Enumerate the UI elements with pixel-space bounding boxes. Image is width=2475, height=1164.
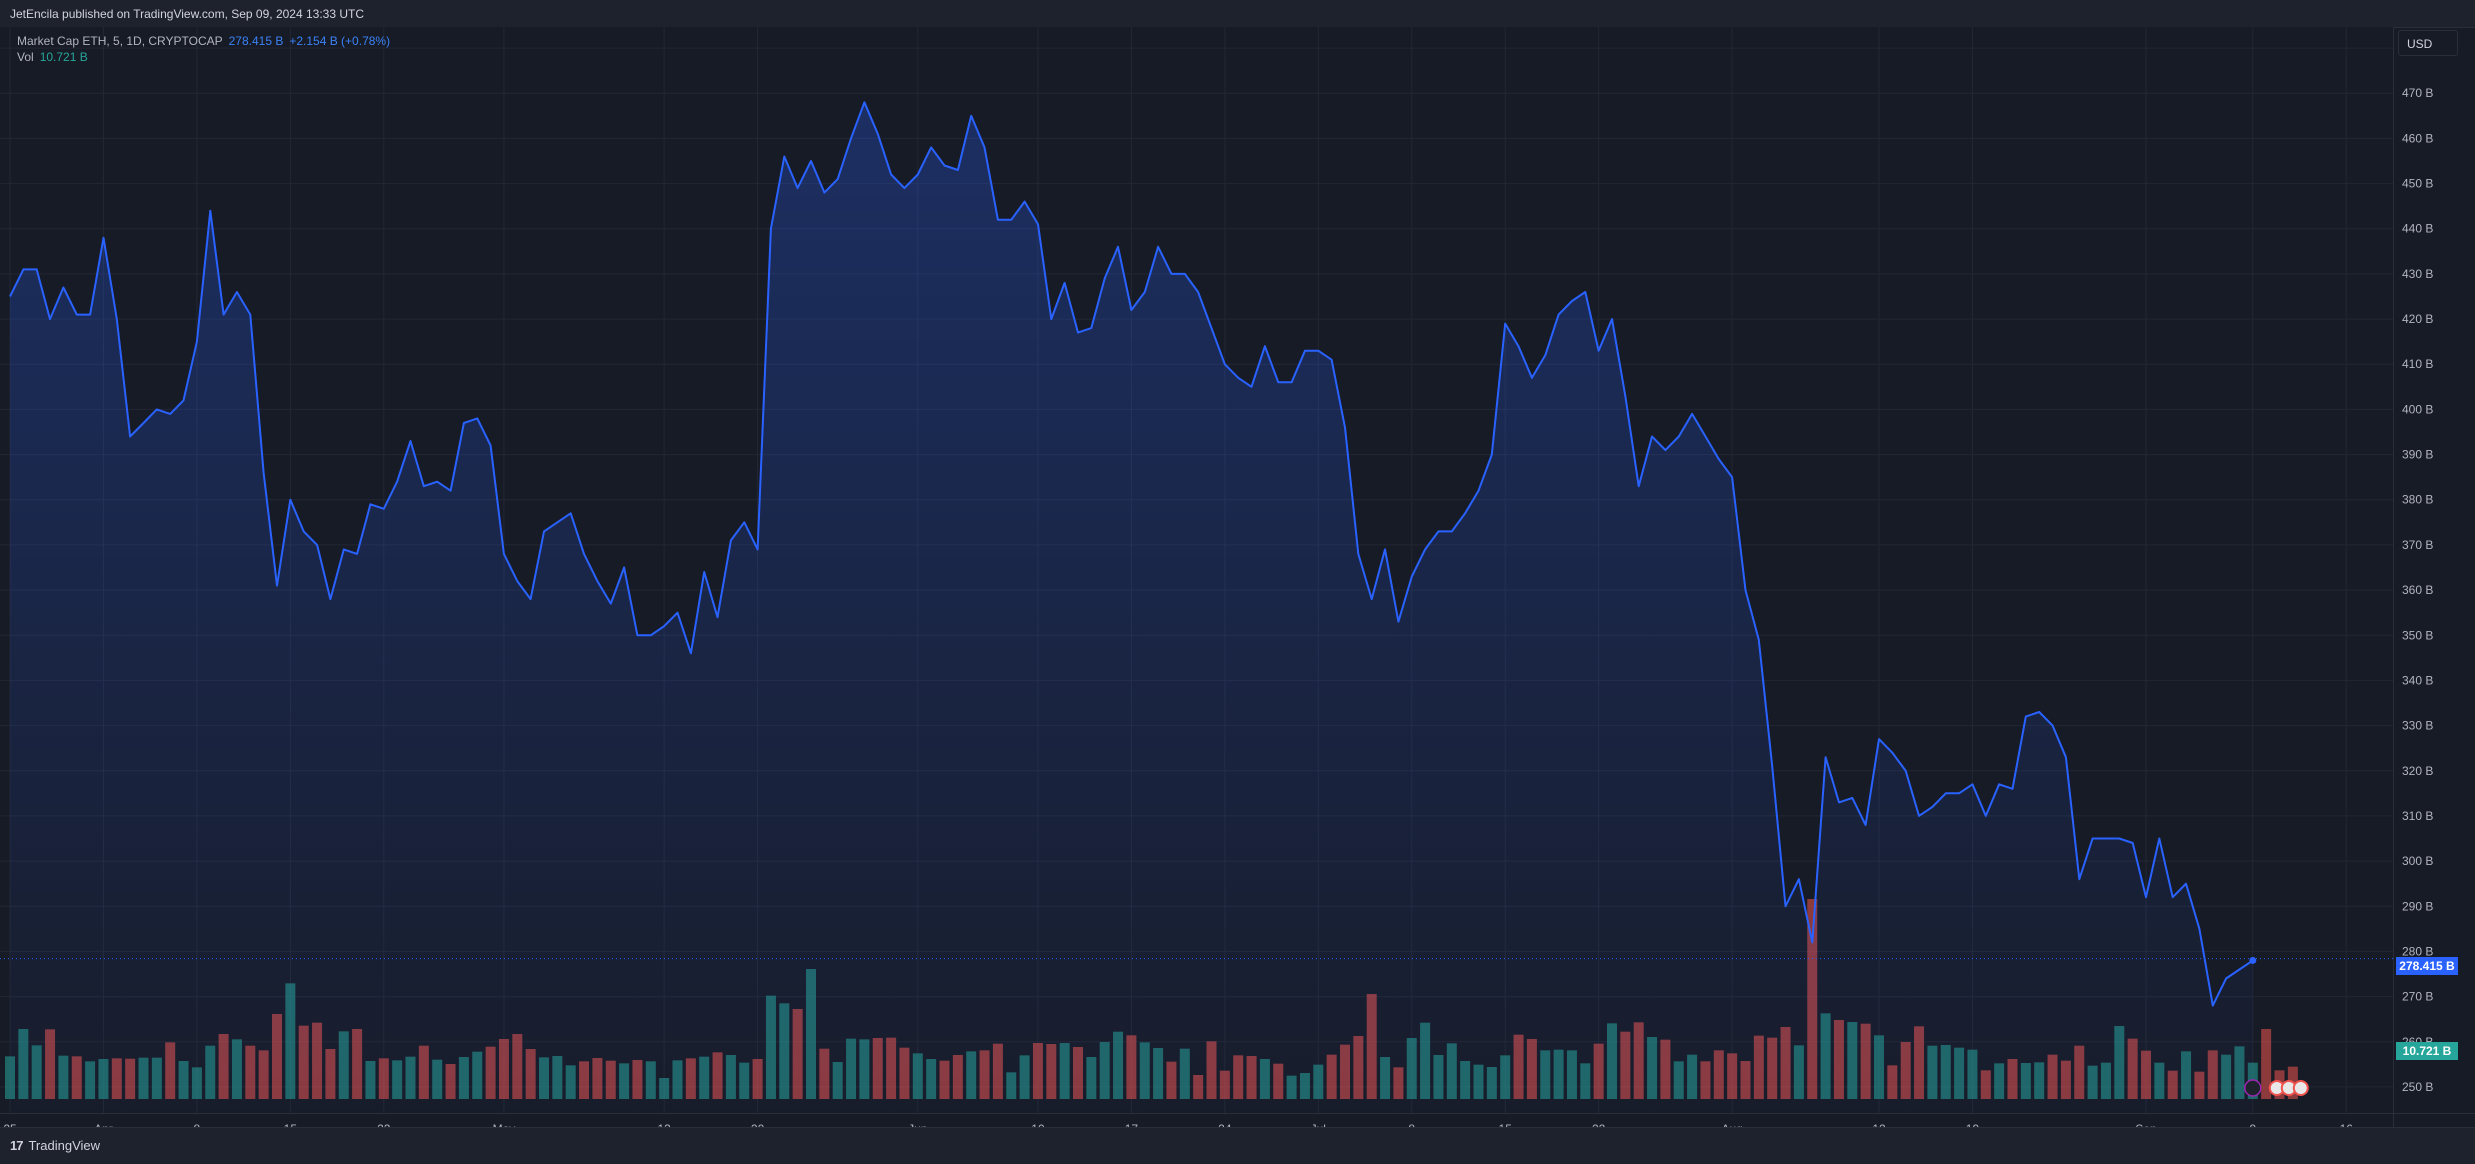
y-tick-label: 350 B xyxy=(2402,628,2433,642)
legend-vol-value: 10.721 B xyxy=(39,50,88,64)
x-tick-label: 8 xyxy=(194,1122,201,1127)
y-tick-label: 420 B xyxy=(2402,312,2433,326)
x-tick-label: Jun xyxy=(908,1122,927,1127)
x-tick-label: 24 xyxy=(1218,1122,1232,1127)
y-tick-label: 470 B xyxy=(2402,86,2433,100)
y-tick-label: 390 B xyxy=(2402,448,2433,462)
event-marker-icon xyxy=(2244,1079,2262,1097)
x-tick-label: 15 xyxy=(284,1122,298,1127)
chart-legend: Market Cap ETH, 5, 1D, CRYPTOCAP 278.415… xyxy=(17,33,390,65)
x-tick-label: 12 xyxy=(1872,1122,1886,1127)
x-tick-label: 20 xyxy=(751,1122,765,1127)
price-line xyxy=(9,101,2254,1007)
y-tick-label: 450 B xyxy=(2402,177,2433,191)
economic-event-icon xyxy=(2292,1080,2309,1096)
x-tick-label: 17 xyxy=(1125,1122,1139,1127)
y-tick-label: 430 B xyxy=(2402,267,2433,281)
x-tick-label: Sep xyxy=(2135,1122,2157,1127)
legend-value: 278.415 B xyxy=(228,34,284,48)
x-tick-label: 13 xyxy=(657,1122,671,1127)
x-tick-label: 9 xyxy=(2249,1122,2256,1127)
y-tick-label: 330 B xyxy=(2402,719,2433,733)
price-area xyxy=(10,102,2253,1114)
legend-change: +2.154 B (+0.78%) xyxy=(289,34,391,48)
tradingview-brand: TradingView xyxy=(28,1138,101,1153)
tradingview-mark-icon: 17 xyxy=(10,1138,24,1153)
y-tick-label: 360 B xyxy=(2402,583,2433,597)
y-tick-label: 250 B xyxy=(2402,1080,2433,1094)
publish-header: JetEncila published on TradingView.com, … xyxy=(0,0,2475,28)
volume-bar xyxy=(2261,1029,2272,1099)
publish-text: JetEncila published on TradingView.com, … xyxy=(10,7,364,21)
y-tick-label: 460 B xyxy=(2402,131,2433,145)
currency-selector[interactable]: USD xyxy=(2398,30,2458,56)
x-tick-label: 19 xyxy=(1966,1122,1980,1127)
x-tick-label: 25 xyxy=(3,1122,17,1127)
y-tick-label: 400 B xyxy=(2402,402,2433,416)
tradingview-logo[interactable]: 17 TradingView xyxy=(10,1138,100,1153)
last-price-dot xyxy=(2249,956,2257,964)
x-tick-label: 22 xyxy=(377,1122,391,1127)
x-tick-label: May xyxy=(493,1122,516,1127)
y-tick-label: 290 B xyxy=(2402,899,2433,913)
last-volume-tag: 10.721 B xyxy=(2396,1042,2458,1060)
y-tick-label: 410 B xyxy=(2402,357,2433,371)
y-tick-label: 440 B xyxy=(2402,222,2433,236)
y-tick-label: 380 B xyxy=(2402,493,2433,507)
footer-bar xyxy=(0,1127,2475,1164)
y-tick-label: 370 B xyxy=(2402,538,2433,552)
last-price-tag: 278.415 B xyxy=(2396,957,2458,975)
x-tick-label: 16 xyxy=(2340,1122,2354,1127)
y-tick-label: 310 B xyxy=(2402,809,2433,823)
x-tick-label: 10 xyxy=(1031,1122,1045,1127)
legend-symbol-row: Market Cap ETH, 5, 1D, CRYPTOCAP 278.415… xyxy=(17,33,390,49)
y-tick-label: 270 B xyxy=(2402,990,2433,1004)
x-tick-label: 15 xyxy=(1499,1122,1513,1127)
x-tick-label: Apr xyxy=(94,1122,113,1127)
y-tick-label: 300 B xyxy=(2402,854,2433,868)
y-tick-label: 280 B xyxy=(2402,944,2433,958)
legend-volume-row: Vol 10.721 B xyxy=(17,49,390,65)
x-tick-label: Aug xyxy=(1721,1122,1742,1127)
x-tick-label: 8 xyxy=(1408,1122,1415,1127)
y-tick-label: 320 B xyxy=(2402,764,2433,778)
x-tick-label: 22 xyxy=(1592,1122,1606,1127)
legend-symbol[interactable]: Market Cap ETH, 5, 1D, CRYPTOCAP xyxy=(17,34,223,48)
y-tick-label: 340 B xyxy=(2402,673,2433,687)
x-tick-label: Jul xyxy=(1311,1122,1326,1127)
legend-vol-label[interactable]: Vol xyxy=(17,50,34,64)
